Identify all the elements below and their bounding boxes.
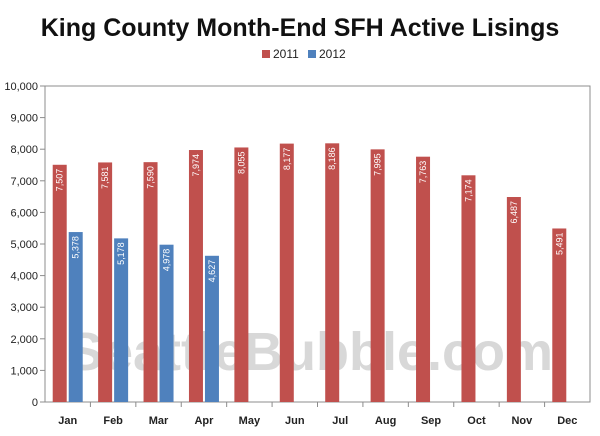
bar-value-label: 6,487 <box>509 201 519 224</box>
legend-swatch-2011 <box>262 50 270 58</box>
y-tick-label: 4,000 <box>10 271 38 283</box>
y-tick-label: 9,000 <box>10 113 38 125</box>
bar-2011-Jul <box>325 143 340 403</box>
bar-2011-Aug <box>370 149 385 402</box>
y-tick-label: 0 <box>32 397 38 409</box>
y-tick-label: 8,000 <box>10 144 38 156</box>
watermark-text: SeattleBubble.com <box>67 322 553 382</box>
legend-label-2011: 2011 <box>273 47 299 61</box>
bar-2011-Feb <box>98 162 113 402</box>
x-tick-label: Apr <box>194 415 214 427</box>
y-tick-label: 1,000 <box>10 365 38 377</box>
bar-2012-Feb <box>114 238 129 402</box>
bar-2011-Oct <box>461 175 476 402</box>
x-tick-label: Dec <box>557 415 577 427</box>
bar-value-label: 7,174 <box>463 179 473 202</box>
bar-value-label: 4,627 <box>207 260 217 283</box>
bar-value-label: 7,507 <box>55 169 65 192</box>
bar-2011-Jun <box>279 143 294 402</box>
y-tick-label: 5,000 <box>10 239 38 251</box>
bar-2011-Sep <box>416 156 431 402</box>
y-tick-label: 6,000 <box>10 207 38 219</box>
legend-label-2012: 2012 <box>319 47 346 61</box>
bar-value-label: 7,590 <box>146 166 156 189</box>
y-tick-label: 2,000 <box>10 334 38 346</box>
bar-2011-Mar <box>143 162 158 402</box>
bar-value-label: 5,378 <box>71 236 81 259</box>
bar-value-label: 5,491 <box>554 232 564 255</box>
y-tick-label: 7,000 <box>10 176 38 188</box>
bar-value-label: 7,995 <box>373 153 383 176</box>
y-tick-label: 3,000 <box>10 302 38 314</box>
x-tick-label: Feb <box>103 415 123 427</box>
plot-area: 0 1,000 2,000 3,000 4,000 5,000 6,000 7,000 8,00… <box>4 81 591 427</box>
bar-value-label: 5,178 <box>116 242 126 265</box>
bar-2012-Mar <box>159 244 174 402</box>
bar-2012-Jan <box>68 232 83 402</box>
bar-value-label: 4,978 <box>162 249 172 272</box>
x-tick-label: May <box>239 415 261 427</box>
legend: 2011 2012 <box>262 47 346 61</box>
x-tick-label: Sep <box>421 415 441 427</box>
x-tick-label: Aug <box>375 415 396 427</box>
x-tick-label: Jan <box>58 415 77 427</box>
bar-2011-May <box>234 147 249 402</box>
bar-value-label: 7,974 <box>191 154 201 177</box>
x-tick-label: Jul <box>332 415 348 427</box>
y-tick-label: 10,000 <box>4 81 38 93</box>
x-tick-label: Oct <box>467 415 486 427</box>
bar-2011-Dec <box>552 228 567 402</box>
bar-value-label: 7,581 <box>100 166 110 189</box>
chart-title: King County Month-End SFH Active Lisings <box>41 14 560 42</box>
bar-2012-Apr <box>204 255 219 402</box>
bar-value-label: 8,186 <box>327 147 337 170</box>
bar-2011-Nov <box>506 197 521 402</box>
legend-swatch-2012 <box>308 50 316 58</box>
x-tick-label: Jun <box>285 415 305 427</box>
bar-2011-Jan <box>52 164 67 402</box>
bar-value-label: 8,177 <box>282 148 292 171</box>
bar-value-label: 8,055 <box>236 151 246 174</box>
x-tick-label: Nov <box>511 415 533 427</box>
bar-value-label: 7,763 <box>418 161 428 184</box>
bar-2011-Apr <box>188 150 203 402</box>
x-tick-label: Mar <box>149 415 169 427</box>
